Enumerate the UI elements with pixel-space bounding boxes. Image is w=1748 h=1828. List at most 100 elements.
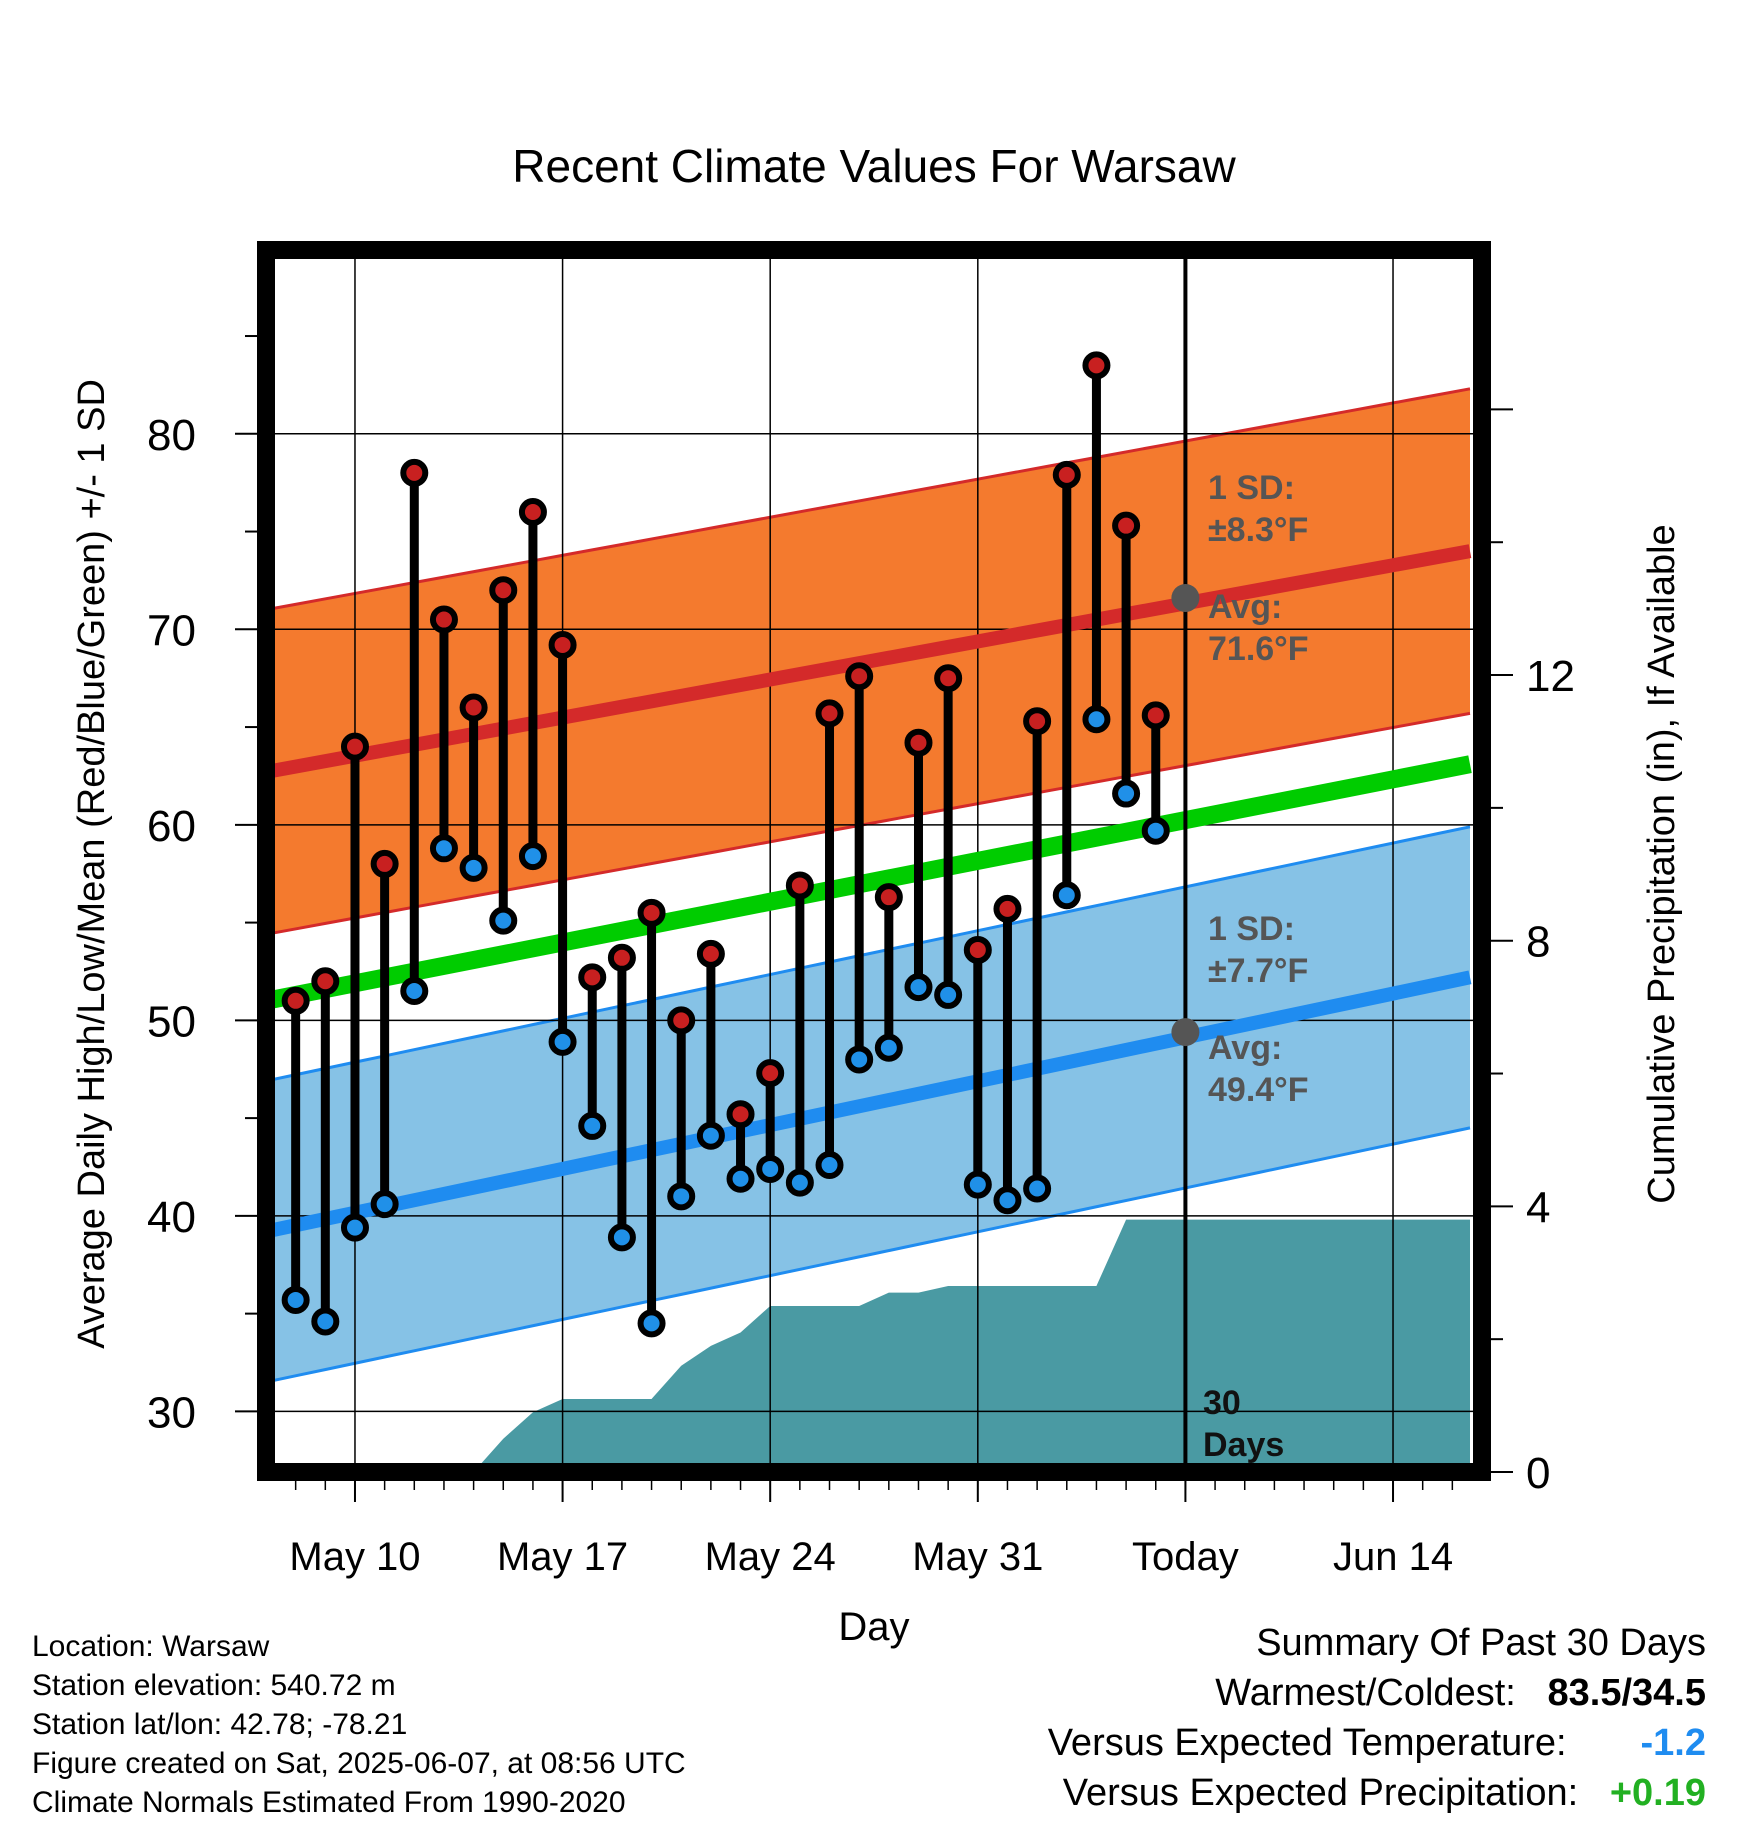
today-high-avg-marker bbox=[1171, 584, 1200, 613]
daily-low-point bbox=[578, 1111, 607, 1140]
daily-high-point bbox=[785, 871, 814, 900]
y2-tick-label: 0 bbox=[1526, 1449, 1550, 1498]
daily-low-point bbox=[429, 834, 458, 863]
daily-low-point bbox=[696, 1121, 725, 1150]
summary-warm-cold: Warmest/Coldest: 83.5/34.5 bbox=[1215, 1670, 1706, 1716]
daily-low-point bbox=[756, 1154, 785, 1183]
high-avg-value: 71.6°F bbox=[1208, 630, 1309, 668]
daily-high-point bbox=[370, 849, 399, 878]
daily-high-point bbox=[340, 732, 369, 761]
days-label-text: Days bbox=[1203, 1426, 1284, 1464]
daily-low-point bbox=[1052, 881, 1081, 910]
temp-value: -1.2 bbox=[1640, 1722, 1706, 1764]
daily-high-point bbox=[667, 1006, 696, 1035]
plot-frame bbox=[257, 241, 1491, 1481]
daily-high-point bbox=[1141, 701, 1170, 730]
y-tick-label: 40 bbox=[147, 1193, 196, 1242]
cumulative-precip-area bbox=[443, 1219, 1471, 1472]
y2-tick-label: 8 bbox=[1526, 918, 1550, 967]
daily-high-point bbox=[578, 963, 607, 992]
daily-low-point bbox=[637, 1309, 666, 1338]
daily-high-point bbox=[1052, 460, 1081, 489]
daily-high-point bbox=[726, 1100, 755, 1129]
daily-low-point bbox=[874, 1033, 903, 1062]
high-avg-label: Avg: bbox=[1208, 588, 1282, 626]
daily-high-point bbox=[1112, 511, 1141, 540]
daily-low-point bbox=[1141, 816, 1170, 845]
daily-low-point bbox=[400, 977, 429, 1006]
summary-temp: Versus Expected Temperature: -1.2 bbox=[1048, 1720, 1706, 1766]
y-tick-label: 30 bbox=[147, 1388, 196, 1437]
warm-cold-value: 83.5/34.5 bbox=[1547, 1672, 1706, 1714]
daily-high-point bbox=[1023, 707, 1052, 736]
footer-elevation: Station elevation: 540.72 m bbox=[32, 1669, 396, 1702]
daily-high-point bbox=[489, 576, 518, 605]
normal-low-line bbox=[264, 970, 1472, 1239]
daily-low-point bbox=[607, 1223, 636, 1252]
low-sd-label: 1 SD: bbox=[1208, 910, 1295, 948]
precip-label: Versus Expected Precipitation: bbox=[1062, 1772, 1579, 1814]
daily-high-point bbox=[548, 630, 577, 659]
daily-low-point bbox=[904, 973, 933, 1002]
x-tick-label: May 24 bbox=[705, 1535, 836, 1579]
daily-low-point bbox=[1112, 779, 1141, 808]
footer-normals: Climate Normals Estimated From 1990-2020 bbox=[32, 1786, 626, 1819]
daily-high-point bbox=[518, 497, 547, 526]
daily-low-point bbox=[311, 1307, 340, 1336]
low-avg-label: Avg: bbox=[1208, 1029, 1282, 1067]
y-tick-label: 70 bbox=[147, 606, 196, 655]
daily-high-point bbox=[400, 458, 429, 487]
y-tick-label: 80 bbox=[147, 411, 196, 460]
daily-low-point bbox=[934, 980, 963, 1009]
daily-low-point bbox=[1023, 1174, 1052, 1203]
daily-low-point bbox=[489, 906, 518, 935]
x-tick-label: Today bbox=[1132, 1535, 1239, 1579]
y2-tick-label: 4 bbox=[1526, 1183, 1550, 1232]
y-tick-label: 50 bbox=[147, 997, 196, 1046]
daily-high-point bbox=[963, 935, 992, 964]
normal-high-band-lower-edge bbox=[265, 711, 1471, 936]
daily-low-point bbox=[281, 1285, 310, 1314]
high-sd-value: ±8.3°F bbox=[1208, 511, 1308, 549]
normal-high-line bbox=[264, 544, 1472, 779]
daily-low-point bbox=[845, 1045, 874, 1074]
precip-value: +0.19 bbox=[1609, 1772, 1706, 1814]
daily-low-point bbox=[963, 1170, 992, 1199]
x-tick-label: May 10 bbox=[289, 1535, 420, 1579]
daily-high-point bbox=[1082, 351, 1111, 380]
normal-low-band-lower-edge bbox=[265, 1126, 1471, 1384]
daily-high-point bbox=[993, 894, 1022, 923]
daily-low-point bbox=[667, 1182, 696, 1211]
daily-low-point bbox=[726, 1164, 755, 1193]
summary-precip: Versus Expected Precipitation: +0.19 bbox=[1063, 1770, 1706, 1816]
daily-low-point bbox=[518, 842, 547, 871]
footer-latlon: Station lat/lon: 42.78; -78.21 bbox=[32, 1708, 408, 1741]
daily-high-point bbox=[904, 728, 933, 757]
daily-high-point bbox=[311, 967, 340, 996]
daily-low-point bbox=[370, 1190, 399, 1219]
x-tick-label: Jun 14 bbox=[1333, 1535, 1453, 1579]
normal-mean-line bbox=[264, 755, 1472, 1010]
daily-high-point bbox=[756, 1059, 785, 1088]
y2-tick-label: 12 bbox=[1526, 652, 1575, 701]
temp-label: Versus Expected Temperature: bbox=[1047, 1722, 1567, 1764]
daily-low-point bbox=[1082, 705, 1111, 734]
y2-axis-label: Cumulative Precipitation (in), If Availa… bbox=[1641, 524, 1683, 1203]
daily-low-point bbox=[993, 1186, 1022, 1215]
low-sd-value: ±7.7°F bbox=[1208, 952, 1308, 990]
daily-low-point bbox=[340, 1213, 369, 1242]
footer-location: Location: Warsaw bbox=[32, 1630, 270, 1663]
daily-high-point bbox=[934, 664, 963, 693]
y-tick-label: 60 bbox=[147, 802, 196, 851]
daily-low-point bbox=[815, 1151, 844, 1180]
today-low-avg-marker bbox=[1171, 1018, 1200, 1047]
y-axis-label: Average Daily High/Low/Mean (Red/Blue/Gr… bbox=[71, 379, 113, 1349]
footer-created: Figure created on Sat, 2025-06-07, at 08… bbox=[32, 1747, 686, 1780]
normal-low-band-upper-edge bbox=[265, 825, 1471, 1083]
daily-high-point bbox=[637, 898, 666, 927]
daily-low-point bbox=[459, 853, 488, 882]
x-axis-label: Day bbox=[838, 1605, 909, 1649]
daily-high-point bbox=[845, 662, 874, 691]
daily-high-point bbox=[281, 986, 310, 1015]
